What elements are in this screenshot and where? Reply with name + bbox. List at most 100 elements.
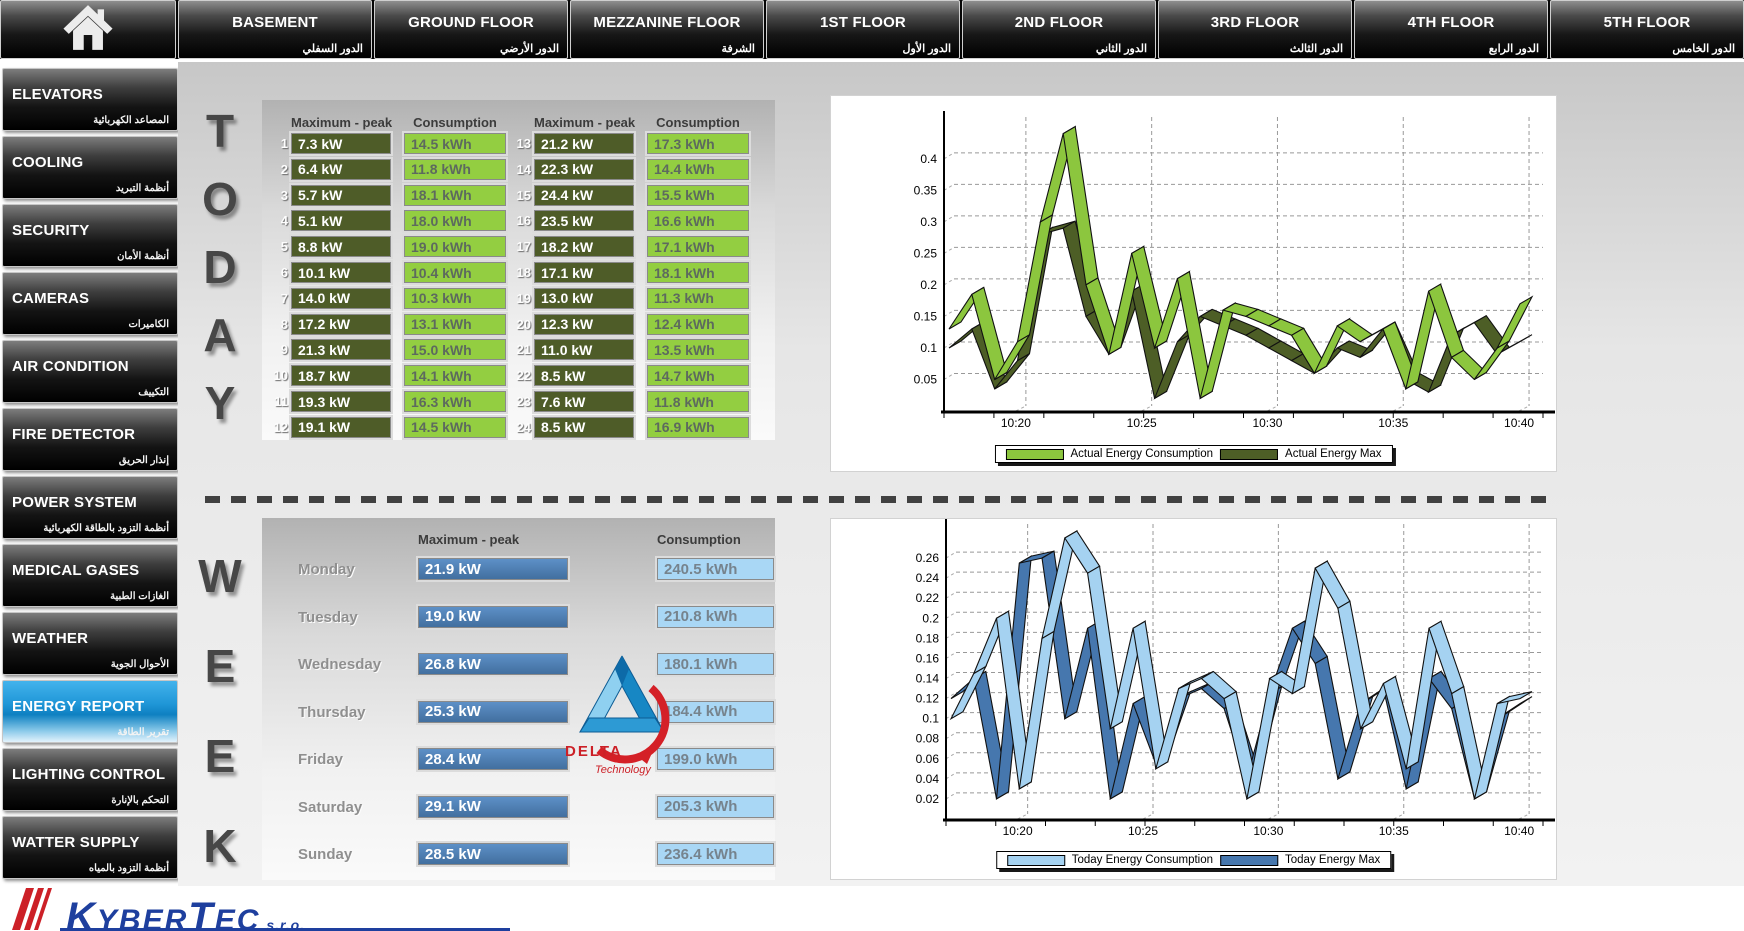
floor-nav: BASEMENT الدور السفلي GROUND FLOOR الدور ال… — [178, 0, 1744, 59]
max-peak-value: 21.9 kW — [418, 558, 568, 580]
sidebar-item-watter-supply[interactable]: WATTER SUPPLY أنظمة التزود بالمياه — [2, 816, 178, 879]
svg-text:0.14: 0.14 — [916, 672, 940, 686]
max-peak-value: 17.1 kW — [534, 262, 634, 283]
consumption-value: 14.4 kWh — [647, 158, 749, 180]
day-label: Saturday — [298, 798, 363, 816]
top-nav: BASEMENT الدور السفلي GROUND FLOOR الدور ال… — [0, 0, 1744, 62]
max-peak-value: 21.3 kW — [291, 339, 391, 361]
table-row-number: 13 — [516, 136, 531, 151]
table-row-number: 12 — [273, 419, 288, 435]
sidebar-item-label: CAMERAS — [12, 290, 90, 307]
sidebar-item-label: COOLING — [12, 154, 84, 171]
column-header-cons: Consumption — [413, 115, 497, 130]
section-title-letter: W — [198, 550, 242, 602]
sidebar-item-cooling[interactable]: COOLING أنظمة التبريد — [2, 136, 178, 199]
table-row-number: 10 — [273, 368, 288, 384]
legend-label: Today Energy Consumption — [1071, 854, 1214, 866]
floor-label-arabic: الدور الرابع — [1488, 43, 1539, 55]
sidebar-item-elevators[interactable]: ELEVATORS المصاعد الكهربائية — [2, 68, 178, 131]
table-row-number: 16 — [516, 213, 531, 229]
table-row-number: 23 — [516, 394, 531, 409]
sidebar-item-label-arabic: أنظمة التبريد — [115, 183, 169, 194]
today-energy-chart-legend: Actual Energy Consumption Actual Energy M… — [994, 445, 1393, 463]
consumption-value: 199.0 kWh — [657, 748, 774, 770]
table-row-number: 22 — [516, 368, 531, 384]
sidebar-item-label: WEATHER — [12, 630, 89, 647]
day-label: Monday — [298, 561, 355, 578]
nav-floor-3rd-floor[interactable]: 3RD FLOOR الدور الثالث — [1158, 0, 1352, 59]
sidebar-item-label-arabic: أنظمة الأمان — [117, 251, 169, 262]
svg-text:0.3: 0.3 — [920, 215, 937, 229]
nav-floor-basement[interactable]: BASEMENT الدور السفلي — [178, 0, 372, 59]
sidebar: ELEVATORS المصاعد الكهربائية COOLING أنظمة … — [2, 68, 178, 879]
sidebar-item-lighting-control[interactable]: LIGHTING CONTROL التحكم بالإنارة — [2, 748, 178, 811]
column-header-cons: Consumption — [657, 532, 741, 547]
svg-text:0.15: 0.15 — [914, 309, 938, 323]
sidebar-item-medical-gases[interactable]: MEDICAL GASES الغازات الطبية — [2, 544, 178, 607]
section-title-letter: E — [204, 640, 236, 692]
table-row-number: 3 — [280, 187, 288, 203]
nav-floor-4th-floor[interactable]: 4TH FLOOR الدور الرابع — [1354, 0, 1548, 59]
max-peak-value: 21.2 kW — [534, 133, 634, 154]
floor-label-arabic: الشرفة — [721, 43, 755, 55]
legend-label: Actual Energy Max — [1285, 448, 1382, 460]
delta-logo-subtext: Technology — [595, 764, 652, 776]
svg-text:0.4: 0.4 — [920, 152, 937, 166]
sidebar-item-label: POWER SYSTEM — [12, 494, 137, 511]
column-header-cons: Consumption — [656, 115, 740, 130]
nav-floor-2nd-floor[interactable]: 2ND FLOOR الدور الثاني — [962, 0, 1156, 59]
consumption-value: 180.1 kWh — [657, 653, 774, 675]
sidebar-item-label: FIRE DETECTOR — [12, 426, 136, 443]
max-peak-value: 25.3 kW — [418, 700, 568, 723]
max-peak-value: 11.0 kW — [534, 339, 634, 361]
table-row-number: 19 — [516, 290, 531, 306]
day-label: Thursday — [298, 703, 366, 721]
sidebar-item-fire-detector[interactable]: FIRE DETECTOR إنذار الحريق — [2, 408, 178, 471]
sidebar-item-weather[interactable]: WEATHER الأحوال الجوية — [2, 612, 178, 675]
table-row-number: 6 — [280, 265, 288, 280]
svg-text:10:30: 10:30 — [1253, 824, 1283, 838]
kybertec-underline — [60, 928, 510, 931]
today-table-panel: Maximum - peak Consumption Maximum - pea… — [262, 100, 775, 440]
sidebar-item-air-condition[interactable]: AIR CONDITION التكييف — [2, 340, 178, 403]
floor-label-arabic: الدور السفلي — [302, 43, 363, 55]
svg-text:0.12: 0.12 — [916, 692, 940, 706]
sidebar-item-label: AIR CONDITION — [12, 358, 129, 375]
floor-label-arabic: الدور الأول — [902, 43, 952, 55]
sidebar-item-label: LIGHTING CONTROL — [12, 766, 166, 783]
table-row-number: 18 — [516, 265, 531, 280]
floor-label: MEZZANINE FLOOR — [593, 14, 741, 31]
sidebar-item-cameras[interactable]: CAMERAS الكاميرات — [2, 272, 178, 335]
consumption-value: 240.5 kWh — [657, 558, 774, 580]
svg-text:0.25: 0.25 — [914, 246, 938, 260]
max-peak-value: 17.2 kW — [291, 313, 391, 335]
floor-label-arabic: الدور الثاني — [1095, 43, 1147, 55]
table-row-number: 21 — [516, 342, 531, 358]
column-header-max: Maximum - peak — [291, 115, 393, 130]
nav-floor-mezzanine-floor[interactable]: MEZZANINE FLOOR الشرفة — [570, 0, 764, 59]
consumption-value: 19.0 kWh — [404, 236, 506, 258]
svg-text:0.1: 0.1 — [922, 712, 939, 726]
kybertec-stripes-icon — [12, 888, 58, 931]
legend-swatch — [1005, 448, 1064, 460]
sidebar-item-label-arabic: أنظمة التزود بالمياه — [88, 863, 169, 874]
week-energy-chart-legend: Today Energy Consumption Today Energy Max — [995, 851, 1392, 869]
sidebar-item-power-system[interactable]: POWER SYSTEM أنظمة التزود بالطاقة الكهربا… — [2, 476, 178, 539]
nav-floor-ground-floor[interactable]: GROUND FLOOR الدور الأرضي — [374, 0, 568, 59]
svg-text:0.02: 0.02 — [916, 792, 940, 806]
legend-swatch — [1220, 854, 1279, 866]
nav-floor-5th-floor[interactable]: 5TH FLOOR الدور الخامس — [1550, 0, 1744, 59]
nav-floor-1st-floor[interactable]: 1ST FLOOR الدور الأول — [766, 0, 960, 59]
home-button[interactable] — [0, 0, 176, 59]
sidebar-item-energy-report[interactable]: ENERGY REPORT تقرير الطاقة — [2, 680, 178, 743]
table-row-number: 24 — [516, 419, 531, 435]
table-row-number: 8 — [280, 316, 288, 332]
consumption-value: 11.8 kWh — [404, 158, 506, 180]
max-peak-value: 8.8 kW — [291, 236, 391, 258]
sidebar-item-security[interactable]: SECURITY أنظمة الأمان — [2, 204, 178, 267]
floor-label: 3RD FLOOR — [1210, 14, 1300, 31]
table-row-number: 7 — [280, 290, 288, 306]
section-title-letter: E — [204, 730, 236, 782]
column-header-max: Maximum - peak — [418, 532, 520, 547]
